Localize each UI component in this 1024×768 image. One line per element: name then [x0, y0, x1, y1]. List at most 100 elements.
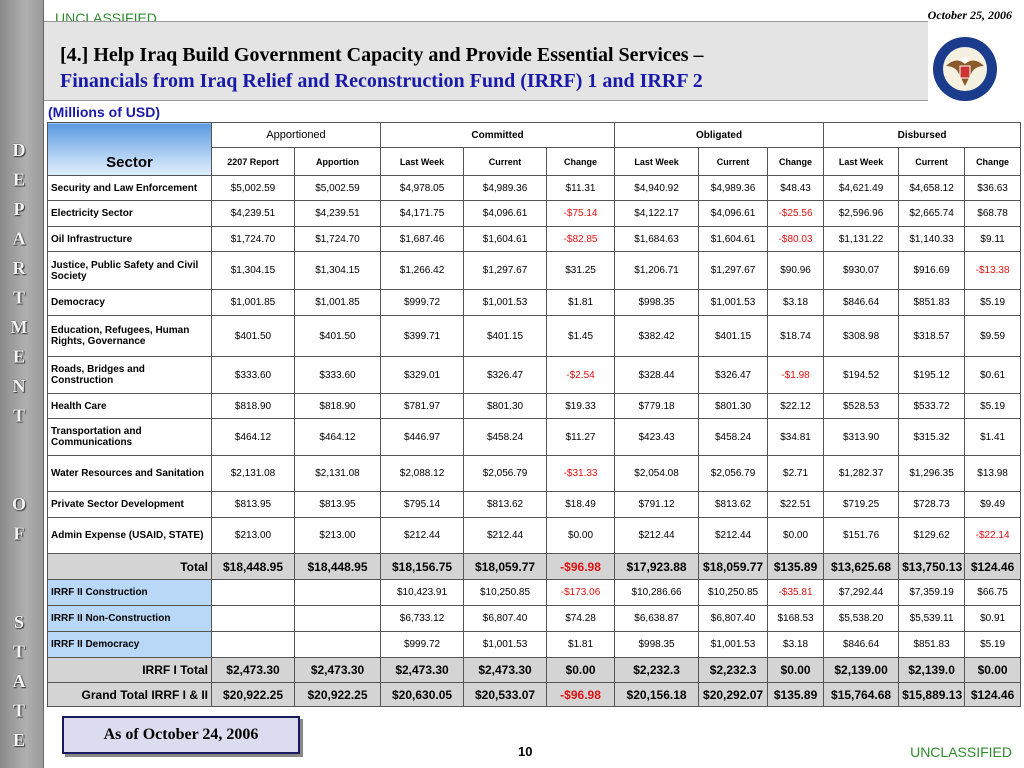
cell: $2,665.74: [898, 200, 966, 227]
row-label: Security and Law Enforcement: [47, 175, 212, 201]
cell: $1,140.33: [898, 226, 966, 252]
cell: $11.27: [546, 418, 616, 456]
subheader: 2207 Report: [211, 147, 295, 176]
cell: $2,232.3: [698, 657, 769, 683]
cell: $2,056.79: [698, 455, 769, 492]
cell: $68.78: [964, 200, 1022, 227]
cell: $1,001.85: [293, 289, 382, 316]
cell: $2,232.3: [614, 657, 700, 683]
cell: $20,922.25: [293, 682, 382, 707]
cell: $813.95: [293, 491, 382, 518]
cell: $1,282.37: [823, 455, 900, 492]
row-label: Admin Expense (USAID, STATE): [47, 517, 212, 554]
cell: $464.12: [211, 418, 295, 456]
cell: $2,054.08: [614, 455, 700, 492]
cell: [293, 579, 382, 606]
cell: $20,156.18: [614, 682, 700, 707]
cell: $1,001.53: [698, 289, 769, 316]
cell: $34.81: [767, 418, 825, 456]
page-number: 10: [518, 744, 533, 759]
sector-header: Sector: [47, 122, 212, 176]
cell: $2,131.08: [293, 455, 382, 492]
sidebar: [0, 0, 44, 768]
cell: $2,473.30: [211, 657, 295, 683]
cell: $213.00: [211, 517, 295, 554]
cell: $13,625.68: [823, 553, 900, 580]
table-row: Total $18,448.95 $18,448.95 $18,156.75 $18,0…: [47, 553, 1022, 580]
subheader: Current: [698, 147, 769, 176]
cell: $4,096.61: [698, 200, 769, 227]
cell: $2,139.0: [898, 657, 966, 683]
table-row: Health Care $818.90 $818.90 $781.97 $801.30 $…: [47, 393, 1022, 419]
cell: $19.33: [546, 393, 616, 419]
cell: $129.62: [898, 517, 966, 554]
cell: -$13.38: [964, 251, 1022, 290]
seal-head: [962, 57, 968, 63]
cell: $401.15: [698, 315, 769, 357]
cell: $315.32: [898, 418, 966, 456]
cell: $728.73: [898, 491, 966, 518]
cell: $326.47: [698, 356, 769, 394]
cell: $401.50: [293, 315, 382, 357]
cell: $1,724.70: [293, 226, 382, 252]
cell: $4,239.51: [211, 200, 295, 227]
cell: $17,923.88: [614, 553, 700, 580]
seal-shield: [959, 65, 971, 79]
cell: $999.72: [380, 289, 465, 316]
cell: $151.76: [823, 517, 900, 554]
cell: $818.90: [293, 393, 382, 419]
cell: $999.72: [380, 631, 465, 658]
cell: $401.15: [463, 315, 548, 357]
cell: $846.64: [823, 631, 900, 658]
cell: $22.12: [767, 393, 825, 419]
units-label: (Millions of USD): [48, 104, 160, 120]
cell: $4,096.61: [463, 200, 548, 227]
cell: $333.60: [293, 356, 382, 394]
cell: $1,296.35: [898, 455, 966, 492]
cell: $135.89: [767, 682, 825, 707]
cell: -$82.85: [546, 226, 616, 252]
cell: $1,131.22: [823, 226, 900, 252]
cell: $124.46: [964, 553, 1022, 580]
date: October 25, 2006: [927, 8, 1012, 22]
cell: $20,922.25: [211, 682, 295, 707]
financial-table: Sector Apportioned Committed Obligated Disbu…: [47, 122, 1022, 707]
row-label: Water Resources and Sanitation: [47, 455, 212, 492]
group-header: Apportioned: [210, 122, 382, 148]
row-label: Transportation and Communications: [47, 418, 212, 456]
table-row: IRRF II Construction $10,423.91 $10,250.85…: [47, 579, 1022, 606]
cell: $4,940.92: [614, 175, 700, 201]
cell: $195.12: [898, 356, 966, 394]
row-label: Electricity Sector: [47, 200, 212, 227]
cell: $5.19: [964, 631, 1022, 658]
cell: $13,750.13: [898, 553, 966, 580]
group-header: Obligated: [614, 122, 825, 148]
cell: $18,156.75: [380, 553, 465, 580]
cell: -$96.98: [546, 553, 616, 580]
cell: $9.59: [964, 315, 1022, 357]
cell: $846.64: [823, 289, 900, 316]
cell: -$1.98: [767, 356, 825, 394]
cell: $18.74: [767, 315, 825, 357]
cell: [211, 631, 295, 658]
row-label: Justice, Public Safety and Civil Society: [47, 251, 212, 290]
cell: $213.00: [293, 517, 382, 554]
cell: $10,286.66: [614, 579, 700, 606]
row-label: Oil Infrastructure: [47, 226, 212, 252]
subheader: Last Week: [380, 147, 465, 176]
cell: $333.60: [211, 356, 295, 394]
cell: $194.52: [823, 356, 900, 394]
cell: $4,989.36: [463, 175, 548, 201]
cell: $0.61: [964, 356, 1022, 394]
cell: $5,002.59: [211, 175, 295, 201]
cell: $813.62: [463, 491, 548, 518]
cell: -$75.14: [546, 200, 616, 227]
cell: $795.14: [380, 491, 465, 518]
cell: $0.91: [964, 605, 1022, 632]
cell: $998.35: [614, 289, 700, 316]
cell: $2,139.00: [823, 657, 900, 683]
subtitle: Financials from Iraq Relief and Reconstr…: [60, 70, 703, 92]
table-row: Justice, Public Safety and Civil Society…: [47, 251, 1022, 290]
cell: $10,250.85: [698, 579, 769, 606]
cell: $5,538.20: [823, 605, 900, 632]
